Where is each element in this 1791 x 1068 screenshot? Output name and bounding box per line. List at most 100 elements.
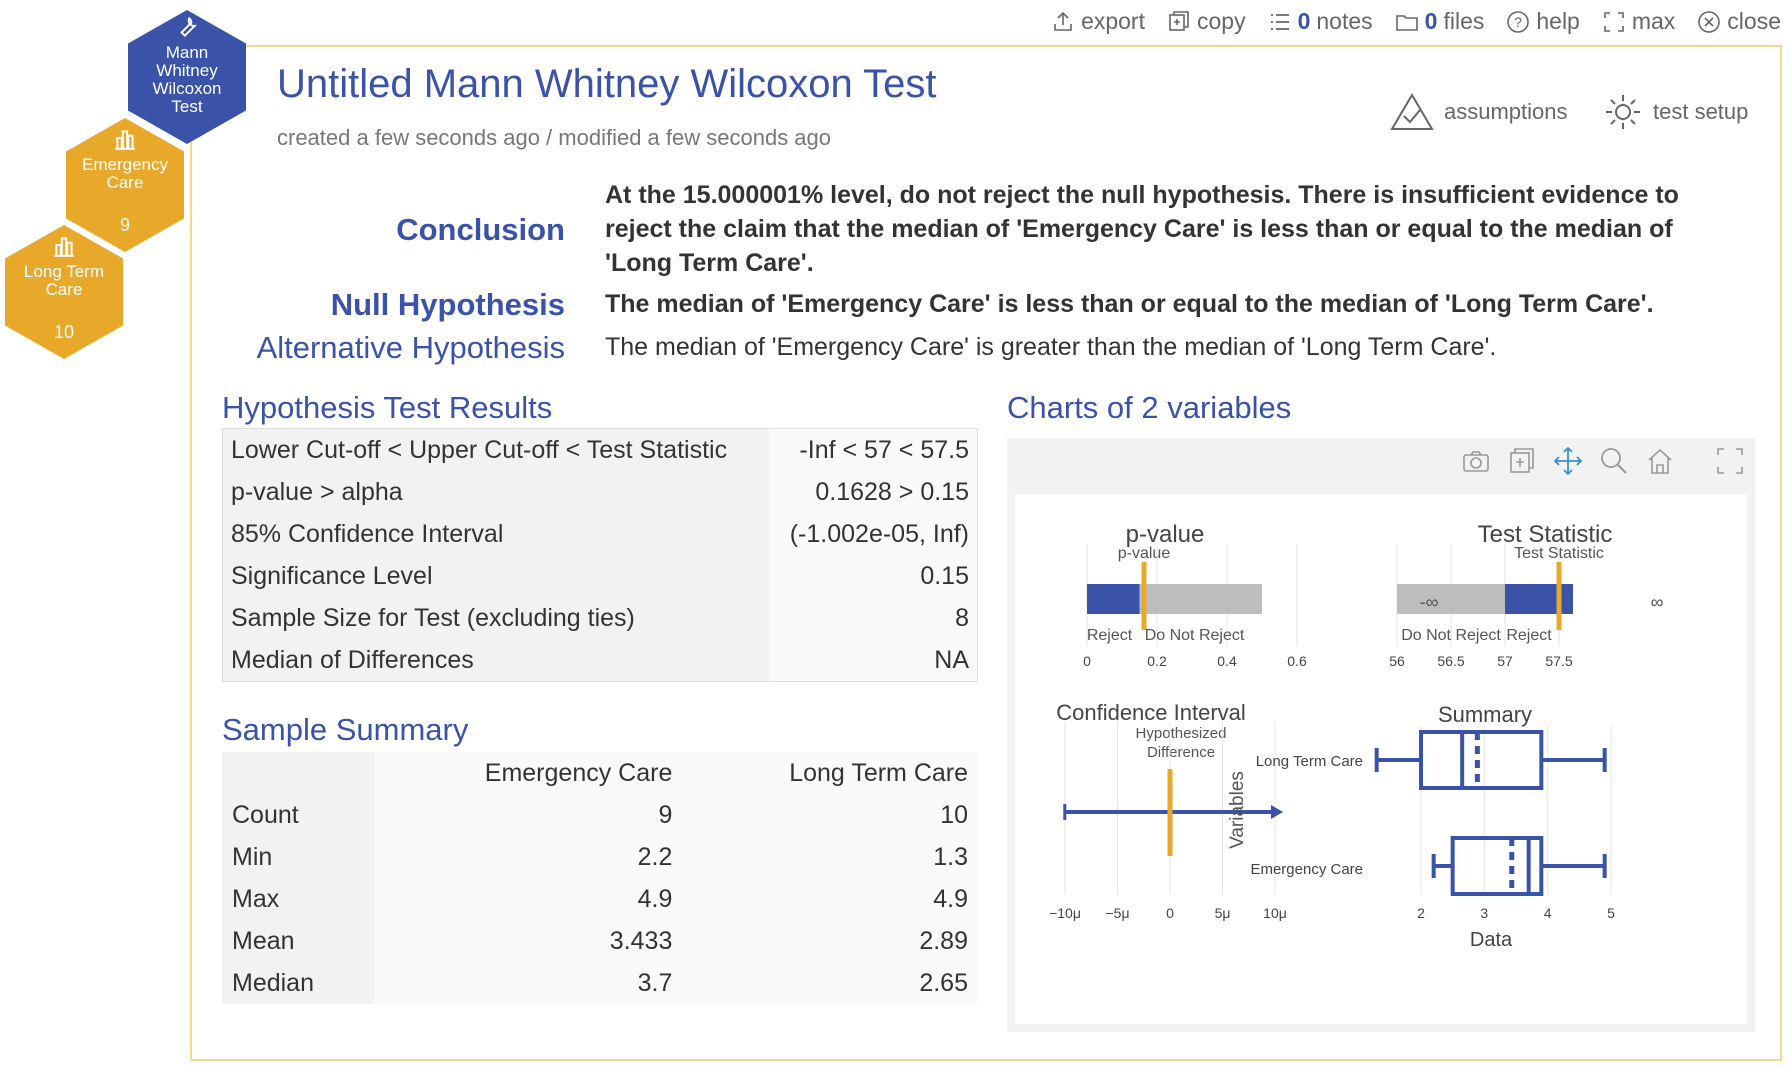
- ci-ticks: −10μ −5μ 0 5μ 10μ: [1049, 905, 1287, 921]
- test-statistic-reject-bar: [1505, 584, 1573, 614]
- page-title[interactable]: Untitled Mann Whitney Wilcoxon Test: [277, 62, 937, 106]
- hex-test[interactable]: Mann Whitney Wilcoxon Test: [128, 10, 246, 144]
- bar-chart-icon: [54, 237, 74, 257]
- emergency-care-box: [1450, 836, 1544, 896]
- assumptions-button[interactable]: assumptions: [1390, 92, 1568, 132]
- pvalue-region-reject: Reject: [1087, 627, 1133, 644]
- row-label: Median: [232, 968, 314, 997]
- pvalue-tick-label: 0.4: [1217, 653, 1237, 669]
- page-subtitle: created a few seconds ago / modified a f…: [277, 125, 832, 150]
- row-label: Mean: [232, 926, 295, 955]
- row-value: NA: [768, 639, 978, 682]
- results-table: Lower Cut-off < Upper Cut-off < Test Sta…: [222, 428, 978, 682]
- hex-emergency-care[interactable]: Emergency Care 9: [66, 118, 184, 252]
- hex-long-term-care-count: 10: [53, 322, 75, 342]
- table-row: Significance Level 0.15: [223, 555, 978, 597]
- pos-infinity-label: ∞: [1651, 592, 1664, 612]
- max-button[interactable]: max: [1602, 8, 1675, 35]
- series-label-long-term-care: Long Term Care: [1256, 753, 1363, 770]
- table-row: Max 4.9 4.9: [222, 878, 978, 920]
- row-value: 0.1628 > 0.15: [768, 471, 978, 513]
- fullscreen-icon[interactable]: [1715, 446, 1745, 476]
- cell: 3.7: [373, 962, 683, 1004]
- summary-tick-label: 2: [1417, 905, 1425, 921]
- row-value: 8: [768, 597, 978, 639]
- summary-marks: [1374, 730, 1607, 896]
- row-label: Lower Cut-off < Upper Cut-off < Test Sta…: [231, 435, 728, 464]
- pvalue-region-do-not-reject: Do Not Reject: [1145, 627, 1245, 644]
- hex-long-term-care-label: Long Term Care: [23, 262, 104, 299]
- hex-emergency-care-label: Emergency Care: [82, 155, 168, 192]
- list-icon: [1270, 13, 1289, 30]
- pvalue-chart-title: p-value: [1126, 521, 1205, 548]
- series-label-emergency-care: Emergency Care: [1250, 861, 1363, 878]
- confidence-interval-chart: Confidence Interval Hypothesized Differe…: [1049, 700, 1287, 921]
- null-hypothesis-text: The median of 'Emergency Care' is less t…: [605, 290, 1654, 318]
- summary-boxplot: Summary Variables Data Long Term Care Em…: [1227, 702, 1615, 951]
- maximize-icon: [1604, 11, 1624, 32]
- copy-icon: [1169, 10, 1189, 31]
- ci-chart-title: Confidence Interval: [1056, 700, 1246, 725]
- test-setup-button[interactable]: test setup: [1603, 92, 1748, 132]
- ci-tick-label: −5μ: [1105, 905, 1129, 921]
- row-label: p-value > alpha: [231, 477, 403, 506]
- cell: 2.65: [682, 962, 978, 1004]
- row-label: Count: [232, 800, 299, 829]
- svg-text:?: ?: [1514, 14, 1522, 30]
- charts-panel: p-value p-value Reject Do Not Reject 0 0.…: [1007, 438, 1755, 1032]
- summary-tick-label: 3: [1480, 905, 1488, 921]
- summary-chart-title: Summary: [1438, 702, 1532, 727]
- notes-count: 0: [1297, 8, 1311, 34]
- test-statistic-tick-label: 56.5: [1437, 653, 1464, 669]
- neg-infinity-label: -∞: [1420, 592, 1439, 612]
- charts-svg: p-value p-value Reject Do Not Reject 0 0.…: [1049, 521, 1663, 951]
- help-button[interactable]: ? help: [1506, 8, 1580, 35]
- row-value: (-1.002e-05, Inf): [768, 513, 978, 555]
- column-header: Emergency Care: [373, 752, 683, 794]
- help-label: help: [1536, 8, 1580, 34]
- row-label: Min: [232, 842, 273, 871]
- row-label: Max: [232, 884, 280, 913]
- test-statistic-region-reject: Reject: [1506, 627, 1552, 644]
- table-row: Median of Differences NA: [223, 639, 978, 682]
- summary-xlabel: Data: [1470, 929, 1513, 951]
- test-setup-label: test setup: [1653, 99, 1749, 124]
- camera-icon[interactable]: [1461, 446, 1491, 476]
- test-statistic-tick-label: 57.5: [1545, 653, 1572, 669]
- test-statistic-region-do-not-reject: Do Not Reject: [1401, 627, 1501, 644]
- files-button[interactable]: 0 files: [1395, 8, 1484, 35]
- conclusion-text: At the 15.000001% level, do not reject t…: [605, 181, 1679, 277]
- table-row: Mean 3.433 2.89: [222, 920, 978, 962]
- folder-icon: [1395, 14, 1418, 31]
- cell: 4.9: [682, 878, 978, 920]
- results-heading: Hypothesis Test Results: [222, 390, 553, 425]
- copy-chart-icon[interactable]: [1507, 446, 1537, 476]
- row-label: Significance Level: [231, 561, 433, 590]
- summary-grid: [1420, 726, 1612, 894]
- summary-tick-label: 4: [1544, 905, 1552, 921]
- ci-marker-label: Hypothesized Difference: [1135, 725, 1227, 761]
- bar-chart-icon: [115, 130, 135, 150]
- alt-hypothesis-text: The median of 'Emergency Care' is greate…: [605, 333, 1497, 361]
- table-row: Sample Size for Test (excluding ties) 8: [223, 597, 978, 639]
- cell: 2.2: [373, 836, 683, 878]
- copy-button[interactable]: copy: [1167, 8, 1246, 35]
- notes-button[interactable]: 0 notes: [1268, 8, 1373, 35]
- charts-heading: Charts of 2 variables: [1007, 390, 1292, 425]
- close-button[interactable]: close: [1697, 8, 1781, 35]
- home-icon[interactable]: [1645, 446, 1675, 476]
- pan-icon[interactable]: [1553, 446, 1583, 476]
- test-statistic-chart: Test Statistic Test Statistic -∞ ∞ Do No…: [1389, 521, 1663, 669]
- hex-long-term-care[interactable]: Long Term Care 10: [5, 225, 123, 359]
- table-row: p-value > alpha 0.1628 > 0.15: [223, 471, 978, 513]
- hex-emergency-care-count: 9: [119, 215, 130, 235]
- row-value: 0.15: [768, 555, 978, 597]
- export-label: export: [1081, 8, 1145, 34]
- pvalue-tick-label: 0.6: [1287, 653, 1307, 669]
- zoom-icon[interactable]: [1599, 446, 1629, 476]
- cell: 2.89: [682, 920, 978, 962]
- export-button[interactable]: export: [1051, 8, 1145, 35]
- assumptions-label: assumptions: [1444, 99, 1568, 124]
- pvalue-do-not-reject-bar: [1139, 584, 1262, 614]
- hex-test-label: Mann Whitney Wilcoxon Test: [152, 43, 222, 116]
